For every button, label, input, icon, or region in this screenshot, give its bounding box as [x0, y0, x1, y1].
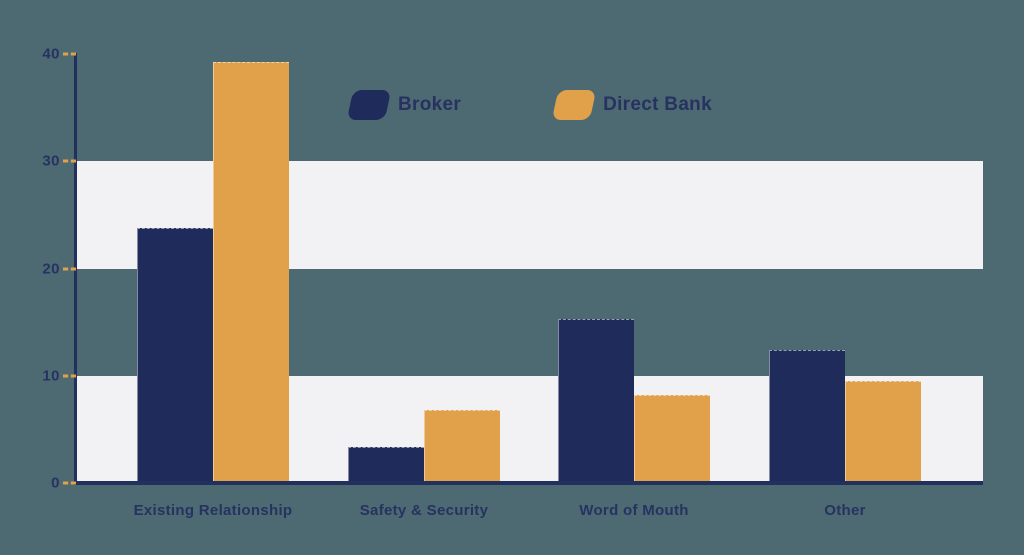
broker-swatch-icon	[346, 90, 392, 120]
bar-broker-word-of-mouth	[558, 319, 634, 484]
bar-direct-bank-existing-relationship	[213, 61, 289, 484]
bar-direct-bank-word-of-mouth	[634, 395, 710, 484]
y-tick-label-0: 0	[51, 474, 60, 492]
legend-label-direct-bank: Direct Bank	[603, 94, 712, 115]
bar-direct-bank-safety-security	[424, 410, 500, 484]
category-label-word-of-mouth: Word of Mouth	[579, 502, 689, 519]
y-tick-label-30: 30	[42, 152, 60, 170]
legend: Broker Direct Bank	[346, 90, 712, 120]
y-tick-label-10: 10	[42, 367, 60, 385]
bar-broker-existing-relationship	[137, 227, 213, 484]
legend-label-broker: Broker	[398, 94, 462, 115]
direct-bank-swatch-icon	[551, 90, 597, 120]
bar-broker-other	[769, 350, 845, 484]
y-tick-mark-40	[63, 52, 76, 56]
bar-broker-safety-security	[348, 446, 424, 484]
bar-direct-bank-other	[845, 381, 921, 484]
category-label-other: Other	[824, 502, 866, 519]
y-tick-mark-0	[63, 481, 76, 485]
y-tick-mark-10	[63, 374, 76, 378]
y-tick-label-40: 40	[42, 45, 60, 63]
legend-item-direct-bank: Direct Bank	[551, 90, 712, 120]
category-label-existing-relationship: Existing Relationship	[133, 502, 293, 519]
legend-item-broker: Broker	[346, 90, 462, 120]
category-label-safety-security: Safety & Security	[359, 502, 489, 519]
x-axis-line	[74, 481, 983, 485]
y-tick-mark-20	[63, 267, 76, 271]
y-tick-mark-30	[63, 159, 76, 163]
y-tick-label-20: 20	[42, 260, 60, 278]
